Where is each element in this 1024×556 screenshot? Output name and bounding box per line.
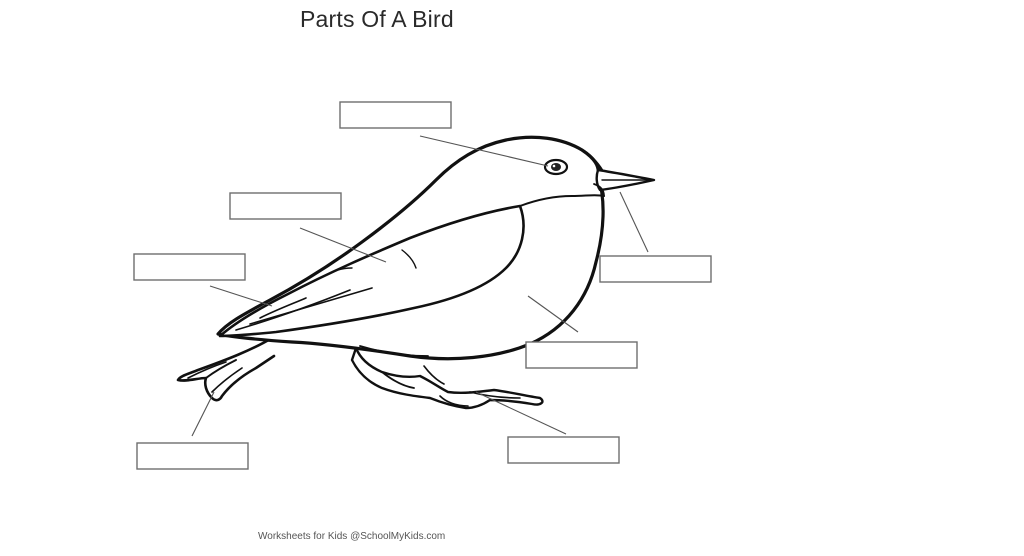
leader-line-tail xyxy=(191,391,215,437)
worksheet-footer: Worksheets for Kids @SchoolMyKids.com xyxy=(258,531,445,542)
leader-line-beak xyxy=(619,191,649,253)
leader-line-eye xyxy=(419,135,549,167)
leader-line-wing xyxy=(299,227,387,263)
label-box-feet[interactable] xyxy=(507,436,620,464)
footer-site: @SchoolMyKids.com xyxy=(350,531,446,542)
label-box-beak[interactable] xyxy=(599,255,712,283)
label-box-breast[interactable] xyxy=(525,341,638,369)
label-box-back[interactable] xyxy=(133,253,246,281)
leader-line-breast xyxy=(527,295,579,333)
footer-prefix: Worksheets for Kids xyxy=(258,531,351,542)
leader-line-feet xyxy=(475,391,567,435)
bird-illustration xyxy=(176,135,656,410)
worksheet-title: Parts Of A Bird xyxy=(300,6,454,32)
label-box-eye[interactable] xyxy=(339,101,452,129)
label-box-wing[interactable] xyxy=(229,192,342,220)
leader-lines xyxy=(191,135,649,437)
label-box-tail[interactable] xyxy=(136,442,249,470)
label-boxes xyxy=(133,101,712,470)
leader-line-back xyxy=(209,285,273,307)
